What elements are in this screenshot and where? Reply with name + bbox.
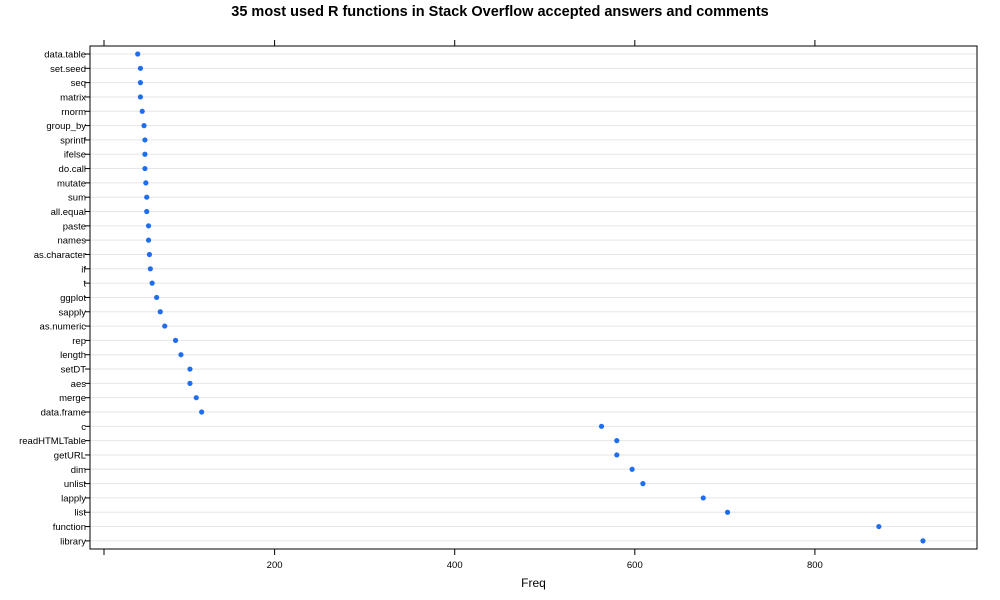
y-tick-label: sapply: [59, 307, 87, 318]
data-point: [199, 409, 205, 415]
y-tick-label: sprintf: [60, 135, 86, 146]
y-tick-label: getURL: [54, 450, 86, 461]
y-tick-label: names: [57, 236, 86, 247]
y-tick-label: aes: [71, 379, 87, 390]
y-tick-label: mutate: [57, 178, 86, 189]
data-point: [157, 309, 163, 315]
y-tick-label: length: [60, 350, 86, 361]
y-tick-labels: data.table set.seed seq matrix rnorm group_by…: [19, 50, 86, 548]
y-tick-label: seq: [71, 78, 86, 89]
data-point: [142, 165, 148, 172]
x-axis-label: Freq: [521, 576, 546, 590]
data-points: [135, 51, 926, 544]
x-tick-labels: 200 400 600 800: [267, 560, 823, 571]
data-point: [700, 495, 706, 501]
data-point: [142, 151, 148, 157]
data-point: [142, 137, 148, 143]
data-point: [137, 65, 144, 71]
data-point: [146, 251, 153, 258]
y-tick-label: rep: [72, 336, 86, 347]
x-tick-label: 400: [447, 560, 463, 571]
y-tick-label: setDT: [61, 365, 87, 376]
data-point: [141, 123, 147, 129]
data-point: [920, 538, 926, 544]
x-tick-label: 600: [627, 560, 643, 571]
data-point: [144, 194, 150, 200]
y-tick-label: function: [53, 522, 86, 533]
y-tick-label: t: [83, 279, 86, 290]
data-point: [614, 452, 620, 458]
data-point: [143, 180, 149, 186]
chart-title: 35 most used R functions in Stack Overfl…: [231, 4, 769, 20]
data-point: [137, 94, 144, 100]
data-point: [640, 481, 646, 487]
y-tick-label: as.character: [34, 250, 86, 261]
data-point: [144, 208, 150, 215]
data-point: [614, 438, 620, 444]
data-point: [145, 223, 152, 229]
y-tick-label: unlist: [64, 479, 87, 490]
data-point: [876, 523, 882, 530]
data-point: [149, 280, 155, 286]
x-tick-label: 800: [807, 560, 823, 571]
y-tick-label: group_by: [46, 121, 86, 132]
data-point: [629, 466, 635, 472]
y-tick-label: data.table: [44, 50, 86, 61]
data-point: [145, 237, 152, 243]
data-point: [137, 80, 144, 86]
data-point: [135, 51, 141, 57]
y-tick-label: paste: [63, 221, 86, 232]
data-point: [139, 108, 145, 114]
y-tick-label: c: [81, 422, 86, 433]
y-tick-label: lapply: [61, 493, 86, 504]
y-tick-label: ggplot: [60, 293, 86, 304]
axis-ticks: [85, 40, 816, 555]
y-tick-label: merge: [59, 393, 86, 404]
y-tick-label: library: [60, 536, 86, 547]
x-tick-label: 200: [267, 560, 283, 571]
data-point: [172, 337, 179, 343]
y-tick-label: rnorm: [61, 107, 86, 118]
data-point: [154, 294, 160, 301]
y-tick-label: do.call: [59, 164, 86, 175]
data-point: [187, 366, 193, 372]
y-tick-label: if: [81, 264, 86, 275]
y-tick-label: ifelse: [64, 150, 86, 161]
gridlines: [90, 53, 977, 542]
y-tick-label: readHTMLTable: [19, 436, 86, 447]
y-tick-label: sum: [68, 193, 86, 204]
data-point: [178, 352, 184, 358]
data-point: [147, 266, 153, 272]
data-point: [187, 380, 193, 386]
data-point: [162, 323, 168, 329]
y-tick-label: all.equal: [51, 207, 86, 218]
y-tick-label: matrix: [60, 92, 86, 103]
y-tick-label: as.numeric: [40, 322, 87, 333]
y-tick-label: list: [74, 508, 86, 519]
y-tick-label: data.frame: [41, 408, 86, 419]
data-point: [598, 423, 605, 429]
y-tick-label: dim: [71, 465, 86, 476]
data-point: [724, 509, 731, 515]
data-point: [193, 395, 199, 401]
y-tick-label: set.seed: [50, 64, 86, 75]
